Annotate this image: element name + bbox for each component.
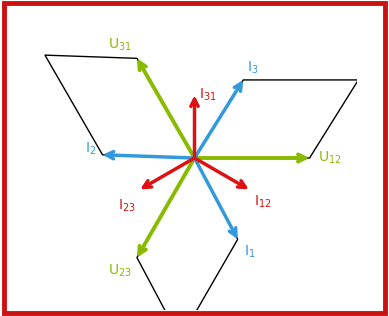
Text: I$_{31}$: I$_{31}$ <box>199 87 216 103</box>
FancyArrowPatch shape <box>194 158 245 187</box>
Text: I$_{23}$: I$_{23}$ <box>118 198 136 214</box>
FancyArrowPatch shape <box>194 155 305 161</box>
FancyArrowPatch shape <box>144 158 194 187</box>
FancyArrowPatch shape <box>106 152 194 159</box>
FancyArrowPatch shape <box>191 99 198 158</box>
Text: I$_2$: I$_2$ <box>85 140 96 157</box>
FancyArrowPatch shape <box>194 83 241 158</box>
Text: U$_{23}$: U$_{23}$ <box>108 263 132 279</box>
Text: I$_{12}$: I$_{12}$ <box>254 194 272 210</box>
FancyArrowPatch shape <box>139 158 194 254</box>
FancyArrowPatch shape <box>194 158 236 236</box>
Text: U$_{31}$: U$_{31}$ <box>108 37 132 53</box>
Text: U$_{12}$: U$_{12}$ <box>318 150 342 166</box>
Text: I$_3$: I$_3$ <box>247 59 259 76</box>
Text: I$_1$: I$_1$ <box>244 243 256 260</box>
FancyArrowPatch shape <box>139 62 194 158</box>
